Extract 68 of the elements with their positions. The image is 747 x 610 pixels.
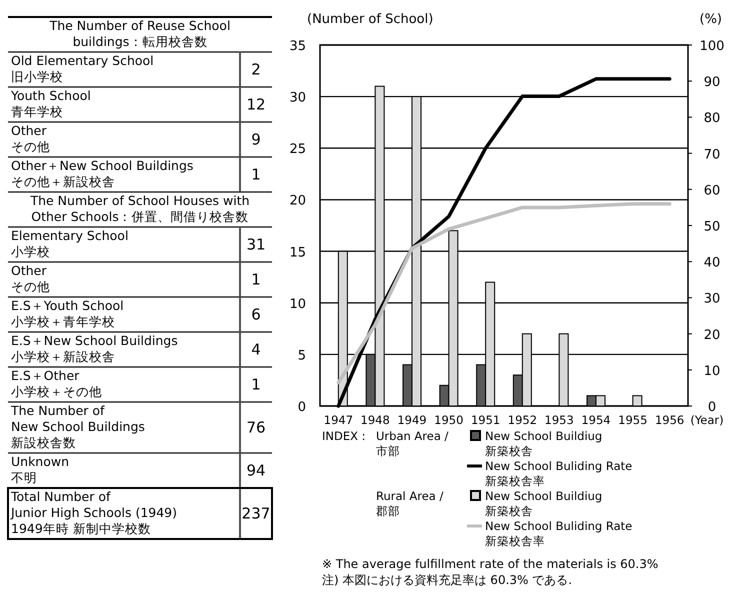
- data-label: 1: [251, 166, 261, 184]
- x-tick-label: 1951: [470, 413, 500, 427]
- legend-label: New School Buildiug 新築校舎: [485, 429, 602, 458]
- category-label: Old Elementary School 旧小学校: [11, 53, 154, 84]
- category-label: Youth School 青年学校: [10, 88, 91, 119]
- x-tick-label: 1955: [618, 413, 648, 427]
- y-axis-title: (Number of School): [307, 12, 434, 27]
- x-axis-title: (Year): [690, 413, 724, 427]
- data-label: 76: [246, 418, 266, 436]
- category-label: Unknown 不明: [11, 454, 70, 485]
- x-tick-label: 1950: [434, 413, 464, 427]
- category-label: Other その他: [11, 263, 50, 294]
- data-label: 6: [251, 306, 261, 324]
- x-tick-label: 1954: [581, 413, 611, 427]
- data-label: 2: [251, 60, 261, 78]
- legend-label: New School Buildiug 新築校舎: [485, 489, 602, 518]
- y-tick-label: 0: [298, 400, 306, 415]
- category-label: Other＋New School Buildings その他＋新設校舎: [11, 158, 194, 189]
- y-tick-label: 5: [298, 348, 306, 364]
- category-label: The Number of School Houses with Other Schools：併置、間借り校舎数: [29, 193, 250, 224]
- text: 注) 本図における資料充足率は 60.3% である.: [322, 573, 572, 587]
- x-tick-label: 1949: [397, 413, 427, 427]
- data-label: 4: [251, 340, 261, 358]
- line-series: [336, 202, 672, 384]
- x-tick-label: 1953: [544, 413, 574, 427]
- y2-tick-label: 100: [700, 39, 724, 54]
- text: ※ The average fulfillment rate of the materials is 60.3%: [322, 557, 658, 571]
- category-label: E.S＋Youth School 小学校＋青年学校: [11, 298, 124, 329]
- y-tick-label: 10: [289, 296, 306, 312]
- y2-tick-label: 60: [704, 183, 720, 198]
- y2-tick-label: 50: [704, 220, 720, 234]
- y2-tick-label: 30: [704, 292, 720, 307]
- text: Rural Area / 郡部: [376, 489, 444, 518]
- data-label: 1: [251, 270, 261, 288]
- y2-tick-label: 0: [708, 400, 716, 415]
- category-label: E.S＋New School Buildings 小学校＋新設校舎: [11, 333, 178, 364]
- category-label: E.S＋Other 小学校＋その他: [11, 368, 102, 399]
- y-tick-label: 15: [289, 245, 306, 260]
- text: Urban Area / 市部: [376, 429, 449, 458]
- y-tick-label: 30: [289, 90, 306, 106]
- data-label: 9: [251, 130, 261, 148]
- data-label: 31: [246, 236, 266, 254]
- y-tick-label: 35: [289, 39, 306, 54]
- y2-tick-label: 90: [704, 75, 720, 90]
- y2-tick-label: 80: [704, 111, 720, 126]
- y2-tick-label: 10: [704, 364, 720, 379]
- category-label: The Number of New School Buildings 新設校舎数: [10, 403, 145, 450]
- y2-tick-label: 40: [704, 256, 720, 271]
- y-tick-label: 25: [289, 142, 306, 158]
- legend-title: INDEX :: [322, 429, 366, 443]
- data-label: 1: [251, 376, 261, 394]
- category-label: Other その他: [11, 123, 50, 154]
- category-label: The Number of Reuse School buildings：転用校舎数: [48, 18, 230, 49]
- y-tick-label: 20: [289, 194, 306, 209]
- data-label: 12: [246, 96, 266, 114]
- legend-label: New School Buliding Rate 新築校舎率: [485, 459, 632, 488]
- y2-tick-label: 70: [704, 147, 720, 162]
- data-label: 237: [242, 504, 270, 522]
- legend-label: New School Buliding Rate 新築校舎率: [485, 519, 632, 548]
- x-tick-label: 1956: [654, 413, 684, 427]
- x-tick-label: 1948: [360, 413, 390, 427]
- category-label: Elementary School 小学校: [11, 228, 128, 259]
- x-tick-label: 1952: [508, 413, 538, 427]
- y2-tick-label: 20: [704, 328, 720, 343]
- x-tick-label: 1947: [324, 413, 354, 427]
- category-label: Total Number of Junior High Schools (1949) 1949年時 新制中学校数: [10, 489, 178, 536]
- y2-axis-title: (%): [700, 12, 722, 27]
- data-label: 94: [246, 462, 266, 480]
